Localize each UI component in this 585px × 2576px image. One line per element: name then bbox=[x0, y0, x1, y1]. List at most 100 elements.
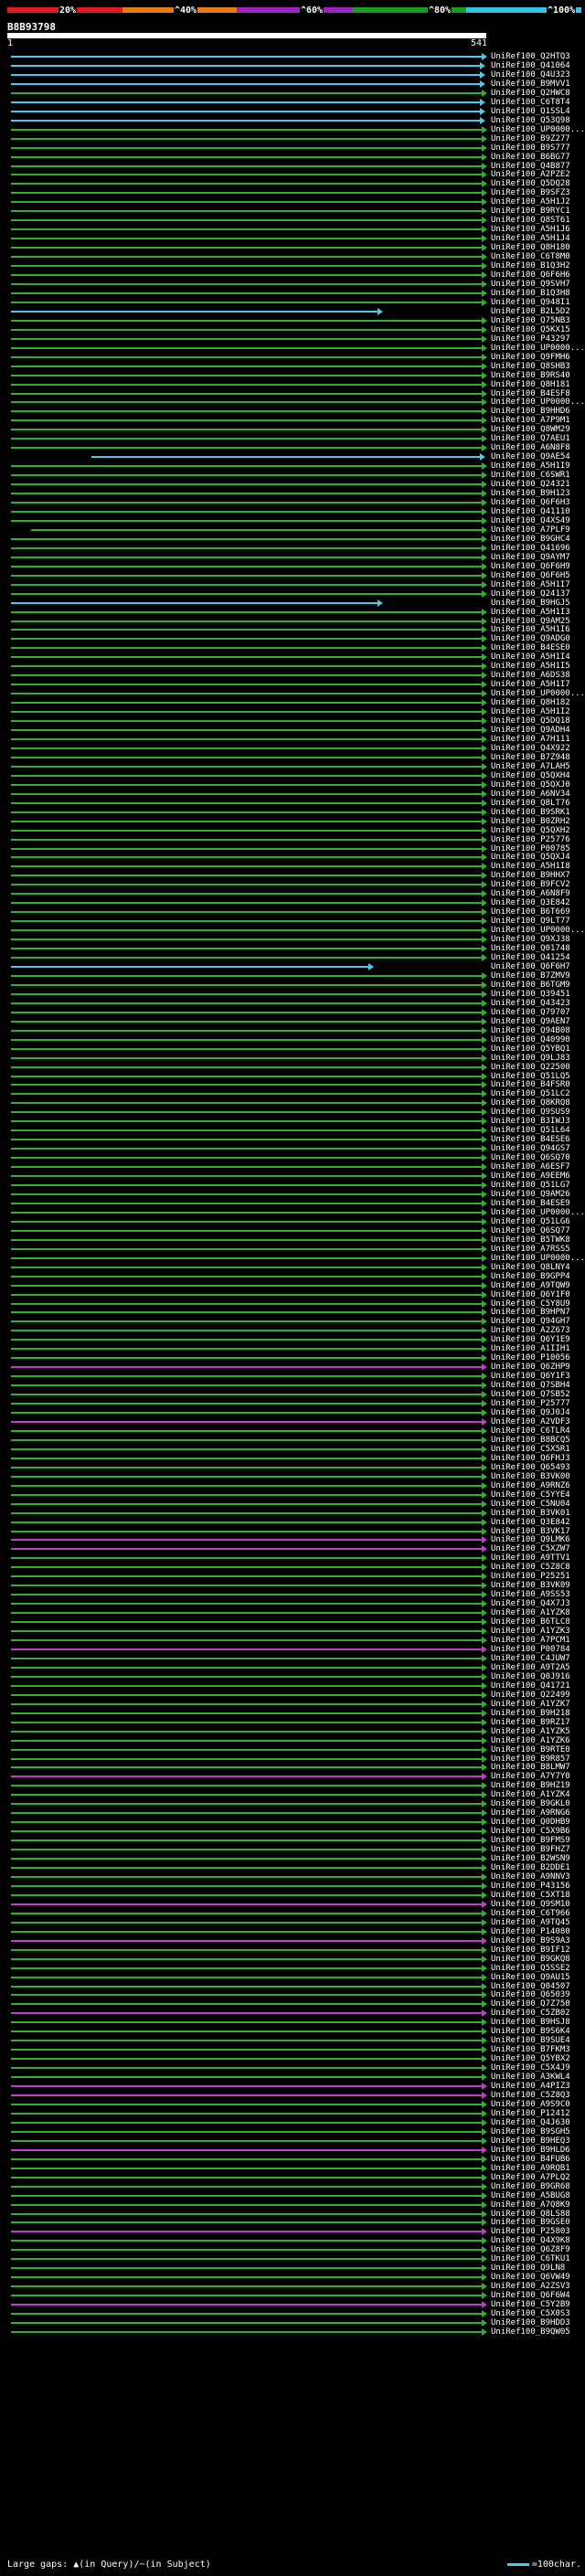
hit-row[interactable]: UniRef100_Q04507 bbox=[0, 1982, 585, 1991]
hit-row[interactable]: UniRef100_Q7AEU1 bbox=[0, 434, 585, 443]
hit-label[interactable]: UniRef100_Q43423 bbox=[491, 998, 570, 1008]
hit-row[interactable]: UniRef100_B9HPN7 bbox=[0, 1308, 585, 1317]
hit-row[interactable]: UniRef100_A9S9C0 bbox=[0, 2100, 585, 2109]
hit-label[interactable]: UniRef100_Q5KX15 bbox=[491, 324, 570, 334]
hit-label[interactable]: UniRef100_C5Z8C8 bbox=[491, 1563, 570, 1573]
hit-label[interactable]: UniRef100_Q5QXH2 bbox=[491, 825, 570, 835]
hit-label[interactable]: UniRef100_B9GSE0 bbox=[491, 2218, 570, 2228]
hit-label[interactable]: UniRef100_Q9LMK6 bbox=[491, 1535, 570, 1545]
hit-row[interactable]: UniRef100_Q65493 bbox=[0, 1463, 585, 1472]
hit-row[interactable]: UniRef100_A9TQW9 bbox=[0, 1281, 585, 1290]
hit-row[interactable]: UniRef100_Q6F6H6 bbox=[0, 270, 585, 280]
hit-label[interactable]: UniRef100_A2ZSV3 bbox=[491, 2282, 570, 2292]
hit-label[interactable]: UniRef100_Q6F6H7 bbox=[491, 962, 570, 971]
hit-row[interactable]: UniRef100_C5Y8U9 bbox=[0, 1299, 585, 1309]
hit-label[interactable]: UniRef100_A9TQ45 bbox=[491, 1917, 570, 1927]
hit-row[interactable]: UniRef100_A1IIH1 bbox=[0, 1344, 585, 1353]
hit-label[interactable]: UniRef100_Q2HTQ3 bbox=[491, 52, 570, 61]
hit-row[interactable]: UniRef100_Q8ST61 bbox=[0, 216, 585, 225]
hit-row[interactable]: UniRef100_Q9XJ38 bbox=[0, 935, 585, 944]
hit-label[interactable]: UniRef100_A9T2A5 bbox=[491, 1662, 570, 1672]
hit-row[interactable]: UniRef100_P43156 bbox=[0, 1882, 585, 1891]
hit-label[interactable]: UniRef100_Q5DQ18 bbox=[491, 716, 570, 726]
hit-row[interactable]: UniRef100_A5H1I9 bbox=[0, 461, 585, 471]
hit-row[interactable]: UniRef100_A6ESF7 bbox=[0, 1162, 585, 1171]
hit-label[interactable]: UniRef100_B9HEQ3 bbox=[491, 2136, 570, 2146]
hit-label[interactable]: UniRef100_A3KWL4 bbox=[491, 2072, 570, 2083]
hit-label[interactable]: UniRef100_B9QW05 bbox=[491, 2327, 570, 2337]
hit-label[interactable]: UniRef100_Q41110 bbox=[491, 507, 570, 516]
hit-row[interactable]: UniRef100_B5TWK8 bbox=[0, 1235, 585, 1245]
hit-label[interactable]: UniRef100_Q4X9K8 bbox=[491, 2236, 570, 2246]
hit-label[interactable]: UniRef100_Q9XJ38 bbox=[491, 935, 570, 945]
hit-row[interactable]: UniRef100_Q43423 bbox=[0, 999, 585, 1008]
hit-row[interactable]: UniRef100_Q8H180 bbox=[0, 243, 585, 252]
hit-label[interactable]: UniRef100_P43156 bbox=[491, 1881, 570, 1891]
hit-row[interactable]: UniRef100_Q22500 bbox=[0, 1063, 585, 1072]
hit-label[interactable]: UniRef100_A9TQW9 bbox=[491, 1280, 570, 1290]
hit-row[interactable]: UniRef100_B9H123 bbox=[0, 489, 585, 498]
hit-row[interactable]: UniRef100_Q4X9K8 bbox=[0, 2236, 585, 2245]
hit-label[interactable]: UniRef100_Q7SBH4 bbox=[491, 1381, 570, 1391]
hit-label[interactable]: UniRef100_Q39451 bbox=[491, 989, 570, 999]
hit-row[interactable]: UniRef100_A9TQ45 bbox=[0, 1918, 585, 1927]
hit-row[interactable]: UniRef100_A7PLF9 bbox=[0, 525, 585, 535]
hit-row[interactable]: UniRef100_B9QW05 bbox=[0, 2327, 585, 2337]
hit-row[interactable]: UniRef100_Q94B08 bbox=[0, 1026, 585, 1035]
hit-label[interactable]: UniRef100_C6TLR4 bbox=[491, 1426, 570, 1436]
hit-label[interactable]: UniRef100_Q9AEN7 bbox=[491, 1016, 570, 1026]
hit-row[interactable]: UniRef100_UP0000... bbox=[0, 1208, 585, 1217]
hit-label[interactable]: UniRef100_Q9LT77 bbox=[491, 917, 570, 927]
hit-label[interactable]: UniRef100_Q9AU15 bbox=[491, 1972, 570, 1982]
hit-row[interactable]: UniRef100_Q9LJ83 bbox=[0, 1054, 585, 1063]
hit-label[interactable]: UniRef100_C5Z8Q3 bbox=[491, 2091, 570, 2101]
hit-label[interactable]: UniRef100_B9SUE4 bbox=[491, 2036, 570, 2046]
hit-row[interactable]: UniRef100_Q79707 bbox=[0, 1008, 585, 1017]
hit-row[interactable]: UniRef100_A9TTV1 bbox=[0, 1553, 585, 1563]
hit-row[interactable]: UniRef100_B4ESE9 bbox=[0, 1199, 585, 1208]
hit-row[interactable]: UniRef100_A1YZK3 bbox=[0, 1627, 585, 1636]
hit-label[interactable]: UniRef100_Q8LT76 bbox=[491, 798, 570, 808]
hit-label[interactable]: UniRef100_Q5QXJ0 bbox=[491, 779, 570, 790]
hit-row[interactable]: UniRef100_A5H1I3 bbox=[0, 608, 585, 617]
hit-label[interactable]: UniRef100_Q24321 bbox=[491, 480, 570, 490]
hit-label[interactable]: UniRef100_B9IF12 bbox=[491, 1945, 570, 1955]
hit-label[interactable]: UniRef100_Q22499 bbox=[491, 1690, 570, 1700]
hit-label[interactable]: UniRef100_A9RQB1 bbox=[491, 2163, 570, 2173]
hit-label[interactable]: UniRef100_Q9SM10 bbox=[491, 1899, 570, 1909]
hit-row[interactable]: UniRef100_Q41064 bbox=[0, 61, 585, 70]
hit-row[interactable]: UniRef100_A5BUG8 bbox=[0, 2191, 585, 2200]
hit-label[interactable]: UniRef100_A5H1I3 bbox=[491, 607, 570, 617]
hit-row[interactable]: UniRef100_C5Z8Q3 bbox=[0, 2091, 585, 2100]
hit-row[interactable]: UniRef100_B9FHZ7 bbox=[0, 1845, 585, 1854]
hit-label[interactable]: UniRef100_B3IWJ3 bbox=[491, 1117, 570, 1127]
hit-row[interactable]: UniRef100_Q4U323 bbox=[0, 70, 585, 80]
hit-row[interactable]: UniRef100_Q6Y1E9 bbox=[0, 1335, 585, 1344]
hit-label[interactable]: UniRef100_A1YZK5 bbox=[491, 1726, 570, 1736]
hit-label[interactable]: UniRef100_UP0000... bbox=[491, 689, 585, 699]
hit-label[interactable]: UniRef100_B8BCQ5 bbox=[491, 1435, 570, 1445]
hit-label[interactable]: UniRef100_B9HHD6 bbox=[491, 407, 570, 417]
hit-row[interactable]: UniRef100_B9HDD3 bbox=[0, 2318, 585, 2327]
hit-label[interactable]: UniRef100_Q51LG6 bbox=[491, 1216, 570, 1226]
hit-row[interactable]: UniRef100_P25777 bbox=[0, 1399, 585, 1408]
hit-label[interactable]: UniRef100_Q4B877 bbox=[491, 161, 570, 171]
hit-label[interactable]: UniRef100_B1Q3H2 bbox=[491, 261, 570, 271]
hit-row[interactable]: UniRef100_B9HSJ8 bbox=[0, 2018, 585, 2027]
hit-row[interactable]: UniRef100_B4ESF8 bbox=[0, 389, 585, 398]
hit-row[interactable]: UniRef100_A9T2A5 bbox=[0, 1663, 585, 1672]
hit-label[interactable]: UniRef100_C5X0S3 bbox=[491, 2309, 570, 2319]
hit-label[interactable]: UniRef100_B4ESE9 bbox=[491, 1198, 570, 1208]
hit-label[interactable]: UniRef100_B6TLC8 bbox=[491, 1617, 570, 1627]
hit-row[interactable]: UniRef100_Q9AEN7 bbox=[0, 1017, 585, 1026]
hit-label[interactable]: UniRef100_Q65493 bbox=[491, 1462, 570, 1472]
hit-row[interactable]: UniRef100_Q4B877 bbox=[0, 162, 585, 171]
hit-row[interactable]: UniRef100_B9S9A3 bbox=[0, 1936, 585, 1945]
hit-row[interactable]: UniRef100_Q6SQ70 bbox=[0, 1153, 585, 1162]
hit-row[interactable]: UniRef100_Q51LQ5 bbox=[0, 1072, 585, 1081]
hit-label[interactable]: UniRef100_Q6Y1E9 bbox=[491, 1335, 570, 1345]
hit-row[interactable]: UniRef100_Q8WM29 bbox=[0, 425, 585, 434]
hit-label[interactable]: UniRef100_Q5YBX2 bbox=[491, 2054, 570, 2064]
hit-row[interactable]: UniRef100_A3KWL4 bbox=[0, 2072, 585, 2082]
hit-row[interactable]: UniRef100_A7H111 bbox=[0, 735, 585, 744]
